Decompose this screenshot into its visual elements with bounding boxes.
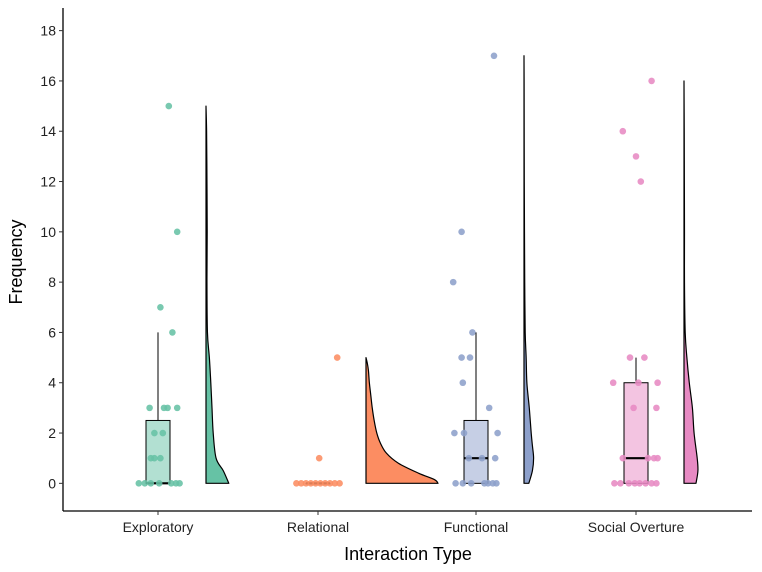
data-point-relational-2 bbox=[302, 480, 310, 487]
data-point-relational-8 bbox=[331, 480, 339, 487]
data-point-functional-15 bbox=[458, 354, 465, 361]
density-cloud-functional bbox=[523, 55, 535, 484]
data-point-exploratory-17 bbox=[157, 303, 164, 311]
data-point-exploratory-0 bbox=[135, 480, 143, 487]
x-tick-label-relational: Relational bbox=[287, 519, 349, 535]
data-point-exploratory-4 bbox=[167, 480, 175, 487]
data-point-exploratory-3 bbox=[155, 480, 163, 487]
density-cloud-exploratory bbox=[205, 105, 230, 484]
data-point-exploratory-15 bbox=[173, 404, 181, 412]
data-point-exploratory-12 bbox=[146, 404, 153, 412]
x-tick-label-social-overture: Social Overture bbox=[588, 519, 685, 535]
data-point-exploratory-9 bbox=[157, 454, 164, 462]
data-point-functional-4 bbox=[484, 480, 492, 487]
data-point-relational-11 bbox=[333, 354, 341, 361]
data-point-social-overture-19 bbox=[637, 178, 645, 185]
x-axis-title: Interaction Type bbox=[344, 544, 472, 564]
data-point-social-overture-4 bbox=[636, 480, 643, 487]
data-point-exploratory-10 bbox=[151, 429, 158, 437]
data-point-functional-18 bbox=[449, 278, 457, 286]
y-tick-label-4: 4 bbox=[48, 375, 56, 391]
data-point-exploratory-11 bbox=[159, 429, 167, 437]
data-point-functional-7 bbox=[465, 454, 473, 462]
density-cloud-social-overture bbox=[683, 80, 699, 484]
data-point-functional-16 bbox=[466, 354, 474, 361]
data-point-functional-20 bbox=[490, 52, 498, 60]
axes: 0 2 4 6 8 10 12 14 16 18 Exploratory Relational Func… bbox=[40, 8, 752, 535]
data-point-functional-19 bbox=[458, 228, 465, 236]
data-point-functional-6 bbox=[493, 480, 500, 487]
data-point-social-overture-5 bbox=[642, 480, 649, 487]
jitter-points bbox=[135, 52, 661, 487]
data-point-functional-0 bbox=[452, 480, 459, 487]
data-point-relational-6 bbox=[321, 480, 329, 487]
y-tick-label-6: 6 bbox=[48, 324, 56, 340]
data-point-social-overture-21 bbox=[619, 127, 627, 135]
y-tick-label-18: 18 bbox=[40, 23, 56, 39]
data-point-relational-5 bbox=[317, 480, 324, 487]
data-point-social-overture-22 bbox=[648, 77, 655, 85]
data-point-functional-8 bbox=[478, 454, 486, 462]
data-point-relational-4 bbox=[312, 480, 319, 487]
y-axis-title: Frequency bbox=[6, 219, 26, 304]
data-point-social-overture-7 bbox=[653, 480, 660, 487]
y-tick-label-12: 12 bbox=[40, 174, 56, 190]
data-point-exploratory-2 bbox=[147, 480, 155, 487]
y-tick-label-14: 14 bbox=[40, 123, 56, 139]
box-exploratory bbox=[145, 419, 171, 484]
data-point-functional-12 bbox=[494, 429, 501, 437]
data-point-functional-17 bbox=[469, 329, 476, 336]
y-tick-label-10: 10 bbox=[40, 224, 56, 240]
data-point-relational-7 bbox=[326, 480, 334, 487]
data-point-social-overture-13 bbox=[653, 404, 660, 412]
data-point-functional-2 bbox=[467, 480, 475, 487]
data-point-social-overture-6 bbox=[648, 480, 655, 487]
data-point-social-overture-2 bbox=[625, 480, 633, 487]
data-point-exploratory-18 bbox=[173, 228, 181, 236]
data-point-exploratory-16 bbox=[169, 329, 176, 336]
x-tick-label-functional: Functional bbox=[444, 519, 509, 535]
density-clouds bbox=[205, 55, 699, 484]
data-point-exploratory-8 bbox=[151, 454, 158, 462]
data-point-social-overture-11 bbox=[654, 454, 661, 462]
data-point-social-overture-17 bbox=[626, 354, 634, 361]
data-point-social-overture-14 bbox=[609, 379, 617, 387]
data-point-social-overture-15 bbox=[635, 379, 642, 387]
data-point-exploratory-1 bbox=[141, 480, 149, 487]
data-point-social-overture-8 bbox=[619, 454, 627, 462]
data-point-exploratory-19 bbox=[165, 102, 173, 110]
density-cloud-relational bbox=[365, 356, 439, 484]
y-tick-label-16: 16 bbox=[40, 73, 56, 89]
data-point-relational-1 bbox=[297, 480, 305, 487]
data-point-functional-1 bbox=[459, 480, 467, 487]
data-point-social-overture-9 bbox=[644, 454, 652, 462]
boxplots bbox=[145, 332, 649, 485]
data-point-social-overture-0 bbox=[611, 480, 618, 487]
data-point-exploratory-6 bbox=[176, 480, 183, 487]
data-point-social-overture-16 bbox=[654, 379, 661, 387]
data-point-functional-11 bbox=[460, 429, 468, 437]
data-point-exploratory-14 bbox=[164, 404, 171, 412]
data-point-social-overture-1 bbox=[617, 480, 624, 487]
data-point-functional-13 bbox=[485, 404, 493, 412]
data-point-social-overture-20 bbox=[632, 153, 640, 160]
data-point-relational-9 bbox=[336, 480, 343, 487]
data-point-relational-3 bbox=[307, 480, 315, 487]
y-tick-label-2: 2 bbox=[48, 425, 56, 441]
box-social-overture bbox=[623, 382, 649, 484]
data-point-functional-10 bbox=[451, 429, 458, 437]
data-point-functional-9 bbox=[491, 454, 499, 462]
data-point-social-overture-18 bbox=[641, 354, 648, 361]
data-point-functional-14 bbox=[459, 379, 467, 387]
x-tick-label-exploratory: Exploratory bbox=[123, 519, 194, 535]
y-tick-label-8: 8 bbox=[48, 274, 56, 290]
y-tick-label-0: 0 bbox=[48, 475, 56, 491]
data-point-social-overture-3 bbox=[631, 480, 639, 487]
box-functional bbox=[463, 419, 489, 484]
data-point-relational-10 bbox=[315, 454, 323, 462]
data-point-social-overture-12 bbox=[630, 404, 637, 412]
data-point-relational-0 bbox=[293, 480, 300, 487]
